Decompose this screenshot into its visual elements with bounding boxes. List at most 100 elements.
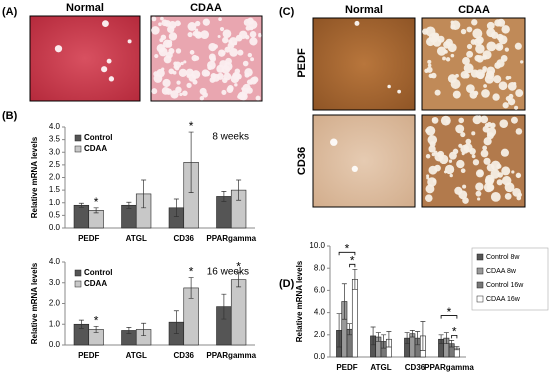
error-bar <box>141 179 147 209</box>
texture <box>460 131 466 138</box>
texture <box>493 75 502 84</box>
texture <box>456 159 465 169</box>
x-tick-label: PEDF <box>78 351 99 360</box>
texture <box>425 184 435 194</box>
texture <box>166 51 173 59</box>
texture <box>425 154 431 159</box>
texture <box>455 124 465 134</box>
texture <box>351 165 358 172</box>
significance-mark: * <box>447 305 452 319</box>
x-tick-label: ATGL <box>126 234 147 243</box>
texture <box>515 172 522 179</box>
texture <box>161 67 165 71</box>
texture <box>466 50 474 58</box>
texture <box>249 31 257 38</box>
texture <box>192 30 199 37</box>
texture <box>199 96 205 101</box>
texture <box>497 172 503 178</box>
texture <box>212 73 220 82</box>
texture <box>191 54 198 62</box>
texture <box>101 66 108 73</box>
texture <box>427 59 432 64</box>
texture <box>497 45 502 50</box>
texture <box>492 93 500 101</box>
texture <box>237 91 247 101</box>
texture <box>242 60 249 67</box>
texture <box>434 152 444 162</box>
panel-label: (C) <box>279 6 295 18</box>
error-bar <box>78 202 84 208</box>
texture <box>208 42 217 52</box>
texture <box>477 197 481 201</box>
texture <box>466 84 475 93</box>
texture <box>160 34 167 41</box>
legend-swatch <box>74 280 82 288</box>
error-bar <box>236 272 242 288</box>
texture <box>151 26 160 35</box>
texture <box>223 61 233 71</box>
texture <box>431 32 440 41</box>
texture <box>496 179 503 186</box>
error-bar <box>370 326 376 346</box>
texture <box>504 192 512 200</box>
y-tick-label: 4.0 <box>49 257 61 266</box>
texture <box>483 84 487 88</box>
x-tick-label: CD36 <box>405 363 426 372</box>
x-tick-label: ATGL <box>126 351 147 360</box>
texture <box>428 145 436 153</box>
error-bar <box>420 321 426 351</box>
texture <box>258 32 262 36</box>
error-bar <box>188 131 194 193</box>
texture <box>218 17 222 21</box>
texture <box>102 20 109 28</box>
micrograph <box>312 17 416 111</box>
texture <box>176 80 181 85</box>
error-bar <box>352 268 358 290</box>
texture <box>255 95 261 101</box>
texture <box>330 138 338 146</box>
texture <box>247 52 253 58</box>
texture <box>475 182 484 191</box>
texture <box>472 159 480 166</box>
texture <box>194 20 201 27</box>
texture <box>461 152 465 156</box>
error-bar <box>443 332 449 345</box>
error-bar <box>336 313 342 348</box>
texture <box>454 186 463 195</box>
texture <box>222 36 229 44</box>
x-tick-label: CD36 <box>174 351 195 360</box>
legend-swatch <box>476 281 484 289</box>
texture <box>514 105 519 110</box>
error-bar <box>93 207 99 214</box>
texture <box>397 89 402 94</box>
significance-bracket <box>338 251 356 256</box>
error-bar <box>381 334 387 349</box>
texture <box>180 61 184 66</box>
texture <box>207 60 216 70</box>
bar <box>351 278 358 358</box>
texture <box>486 122 492 128</box>
texture <box>428 73 434 79</box>
texture <box>463 63 474 74</box>
texture <box>450 53 455 58</box>
legend-label: CDAA 8w <box>486 268 517 275</box>
texture <box>486 41 497 52</box>
x-tick-label: PEDF <box>336 363 357 372</box>
legend-swatch <box>476 267 484 275</box>
texture <box>466 43 473 50</box>
texture <box>475 190 482 197</box>
legend-box <box>471 247 549 311</box>
texture <box>183 60 187 64</box>
texture <box>511 170 515 174</box>
texture <box>178 68 188 77</box>
significance-bracket <box>440 315 458 319</box>
bar <box>230 279 247 346</box>
texture <box>513 81 517 86</box>
texture <box>491 31 499 39</box>
texture <box>445 119 450 124</box>
texture <box>490 160 501 171</box>
error-bar <box>454 346 460 351</box>
legend-label: CDAA <box>84 279 107 288</box>
texture <box>427 135 438 145</box>
texture <box>200 30 210 39</box>
